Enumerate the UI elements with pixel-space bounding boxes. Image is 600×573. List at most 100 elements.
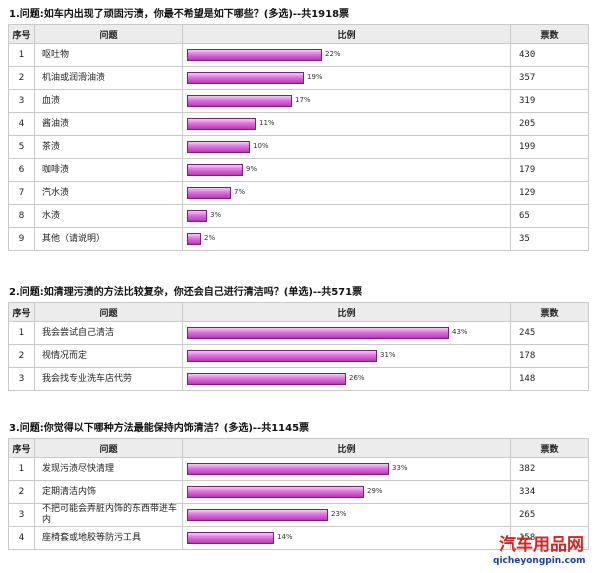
row-index: 2 (8, 66, 35, 90)
ratio-cell: 31% (182, 344, 511, 368)
ratio-percent-label: 9% (246, 165, 258, 173)
table-row: 1 呕吐物 22% 430 (8, 43, 589, 67)
ratio-bar-track: 29% (187, 486, 510, 498)
row-index: 3 (8, 503, 35, 527)
ratio-bar-track: 31% (187, 350, 510, 362)
option-label: 我会尝试自己清洁 (34, 321, 183, 345)
vote-count: 35 (510, 227, 589, 251)
ratio-bar (187, 49, 322, 61)
col-header-issue: 问题 (34, 438, 183, 458)
vote-count: 382 (510, 457, 589, 481)
col-header-ratio: 比例 (182, 438, 511, 458)
col-header-index: 序号 (8, 24, 35, 44)
watermark-url: qicheyongpin.com (493, 556, 586, 566)
ratio-cell: 11% (182, 112, 511, 136)
vote-count: 158 (510, 526, 589, 550)
ratio-bar-track: 14% (187, 532, 510, 544)
ratio-cell: 7% (182, 181, 511, 205)
ratio-bar (187, 233, 201, 245)
row-index: 1 (8, 457, 35, 481)
table-row: 5 茶渍 10% 199 (8, 135, 589, 159)
option-label: 血渍 (34, 89, 183, 113)
col-header-ratio: 比例 (182, 24, 511, 44)
ratio-bar-track: 10% (187, 141, 510, 153)
ratio-bar (187, 118, 256, 130)
option-label: 呕吐物 (34, 43, 183, 67)
table-row: 6 咖啡渍 9% 179 (8, 158, 589, 182)
ratio-percent-label: 23% (331, 510, 347, 518)
row-index: 3 (8, 367, 35, 391)
vote-count: 179 (510, 158, 589, 182)
ratio-cell: 43% (182, 321, 511, 345)
ratio-percent-label: 33% (392, 464, 408, 472)
option-label: 发现污渍尽快清理 (34, 457, 183, 481)
ratio-percent-label: 2% (204, 234, 216, 242)
table-row: 2 定期清洁内饰 29% 334 (8, 480, 589, 504)
option-label: 机油或润滑油渍 (34, 66, 183, 90)
table-header-row: 序号 问题 比例 票数 (8, 24, 589, 44)
row-index: 1 (8, 321, 35, 345)
table-row: 4 座椅套或地胶等防污工具 14% 158 (8, 526, 589, 550)
vote-count: 148 (510, 367, 589, 391)
ratio-cell: 19% (182, 66, 511, 90)
ratio-bar-track: 17% (187, 95, 510, 107)
ratio-cell: 3% (182, 204, 511, 228)
row-index: 4 (8, 526, 35, 550)
table-row: 1 发现污渍尽快清理 33% 382 (8, 457, 589, 481)
table-row: 3 我会找专业洗车店代劳 26% 148 (8, 367, 589, 391)
ratio-percent-label: 10% (253, 142, 269, 150)
question-title: 3.问题:你觉得以下哪种方法最能保持内饰清洁？(多选)--共1145票 (9, 423, 310, 434)
ratio-percent-label: 17% (295, 96, 311, 104)
table-row: 3 血渍 17% 319 (8, 89, 589, 113)
option-label: 茶渍 (34, 135, 183, 159)
ratio-percent-label: 26% (349, 374, 365, 382)
ratio-cell: 14% (182, 526, 511, 550)
ratio-bar-track: 26% (187, 373, 510, 385)
row-index: 6 (8, 158, 35, 182)
option-label: 不把可能会弄脏内饰的东西带进车内 (34, 503, 183, 527)
ratio-bar (187, 373, 346, 385)
survey-section: 1.问题:如车内出现了顽固污渍，你最不希望是如下哪些？(多选)--共1918票序… (8, 6, 589, 251)
ratio-bar (187, 463, 389, 475)
ratio-percent-label: 7% (234, 188, 246, 196)
ratio-cell: 22% (182, 43, 511, 67)
ratio-bar (187, 72, 304, 84)
option-label: 视情况而定 (34, 344, 183, 368)
table-row: 2 视情况而定 31% 178 (8, 344, 589, 368)
ratio-cell: 26% (182, 367, 511, 391)
vote-count: 319 (510, 89, 589, 113)
ratio-bar (187, 187, 231, 199)
option-label: 我会找专业洗车店代劳 (34, 367, 183, 391)
ratio-bar-track: 43% (187, 327, 510, 339)
row-index: 9 (8, 227, 35, 251)
results-table: 序号 问题 比例 票数 1 发现污渍尽快清理 33% 382 2 定期清洁内饰 29% 334 3 不把可… (8, 438, 589, 550)
table-row: 1 我会尝试自己清洁 43% 245 (8, 321, 589, 345)
ratio-cell: 29% (182, 480, 511, 504)
ratio-percent-label: 3% (210, 211, 222, 219)
option-label: 其他（请说明） (34, 227, 183, 251)
vote-count: 334 (510, 480, 589, 504)
ratio-bar-track: 22% (187, 49, 510, 61)
table-row: 7 汽水渍 7% 129 (8, 181, 589, 205)
results-table: 序号 问题 比例 票数 1 呕吐物 22% 430 2 机油或润滑油渍 19% 357 3 血渍 17% 31… (8, 24, 589, 251)
option-label: 汽水渍 (34, 181, 183, 205)
ratio-bar (187, 164, 243, 176)
vote-count: 65 (510, 204, 589, 228)
option-label: 水渍 (34, 204, 183, 228)
option-label: 酱油渍 (34, 112, 183, 136)
table-row: 3 不把可能会弄脏内饰的东西带进车内 23% 265 (8, 503, 589, 527)
ratio-bar (187, 327, 449, 339)
ratio-percent-label: 31% (380, 351, 396, 359)
col-header-issue: 问题 (34, 302, 183, 322)
ratio-bar-track: 19% (187, 72, 510, 84)
table-header-row: 序号 问题 比例 票数 (8, 438, 589, 458)
vote-count: 430 (510, 43, 589, 67)
ratio-bar (187, 210, 207, 222)
row-index: 8 (8, 204, 35, 228)
ratio-bar-track: 11% (187, 118, 510, 130)
ratio-cell: 2% (182, 227, 511, 251)
option-label: 咖啡渍 (34, 158, 183, 182)
vote-count: 357 (510, 66, 589, 90)
ratio-percent-label: 14% (277, 533, 293, 541)
ratio-bar-track: 33% (187, 463, 510, 475)
